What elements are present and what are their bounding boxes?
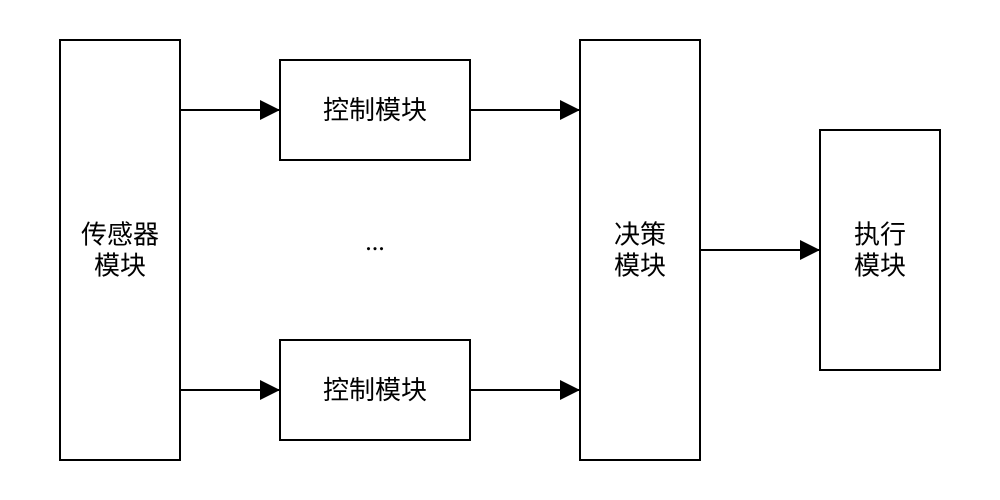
node-control-top-label: 控制模块 — [323, 96, 427, 125]
node-decision-box — [580, 40, 700, 460]
node-execute-label-1: 执行 — [854, 221, 906, 250]
ellipsis-label: ... — [365, 227, 385, 256]
node-control-bottom-label: 控制模块 — [323, 376, 427, 405]
node-execute-box — [820, 130, 940, 370]
node-decision-label-1: 决策 — [614, 221, 666, 250]
node-sensor-box — [60, 40, 180, 460]
node-decision: 决策 模块 — [580, 40, 700, 460]
node-control-bottom: 控制模块 — [280, 340, 470, 440]
node-sensor-label-1: 传感器 — [81, 221, 159, 250]
node-execute: 执行 模块 — [820, 130, 940, 370]
node-sensor: 传感器 模块 — [60, 40, 180, 460]
node-execute-label-2: 模块 — [854, 252, 906, 281]
node-decision-label-2: 模块 — [614, 252, 666, 281]
node-control-top: 控制模块 — [280, 60, 470, 160]
node-sensor-label-2: 模块 — [94, 252, 146, 281]
